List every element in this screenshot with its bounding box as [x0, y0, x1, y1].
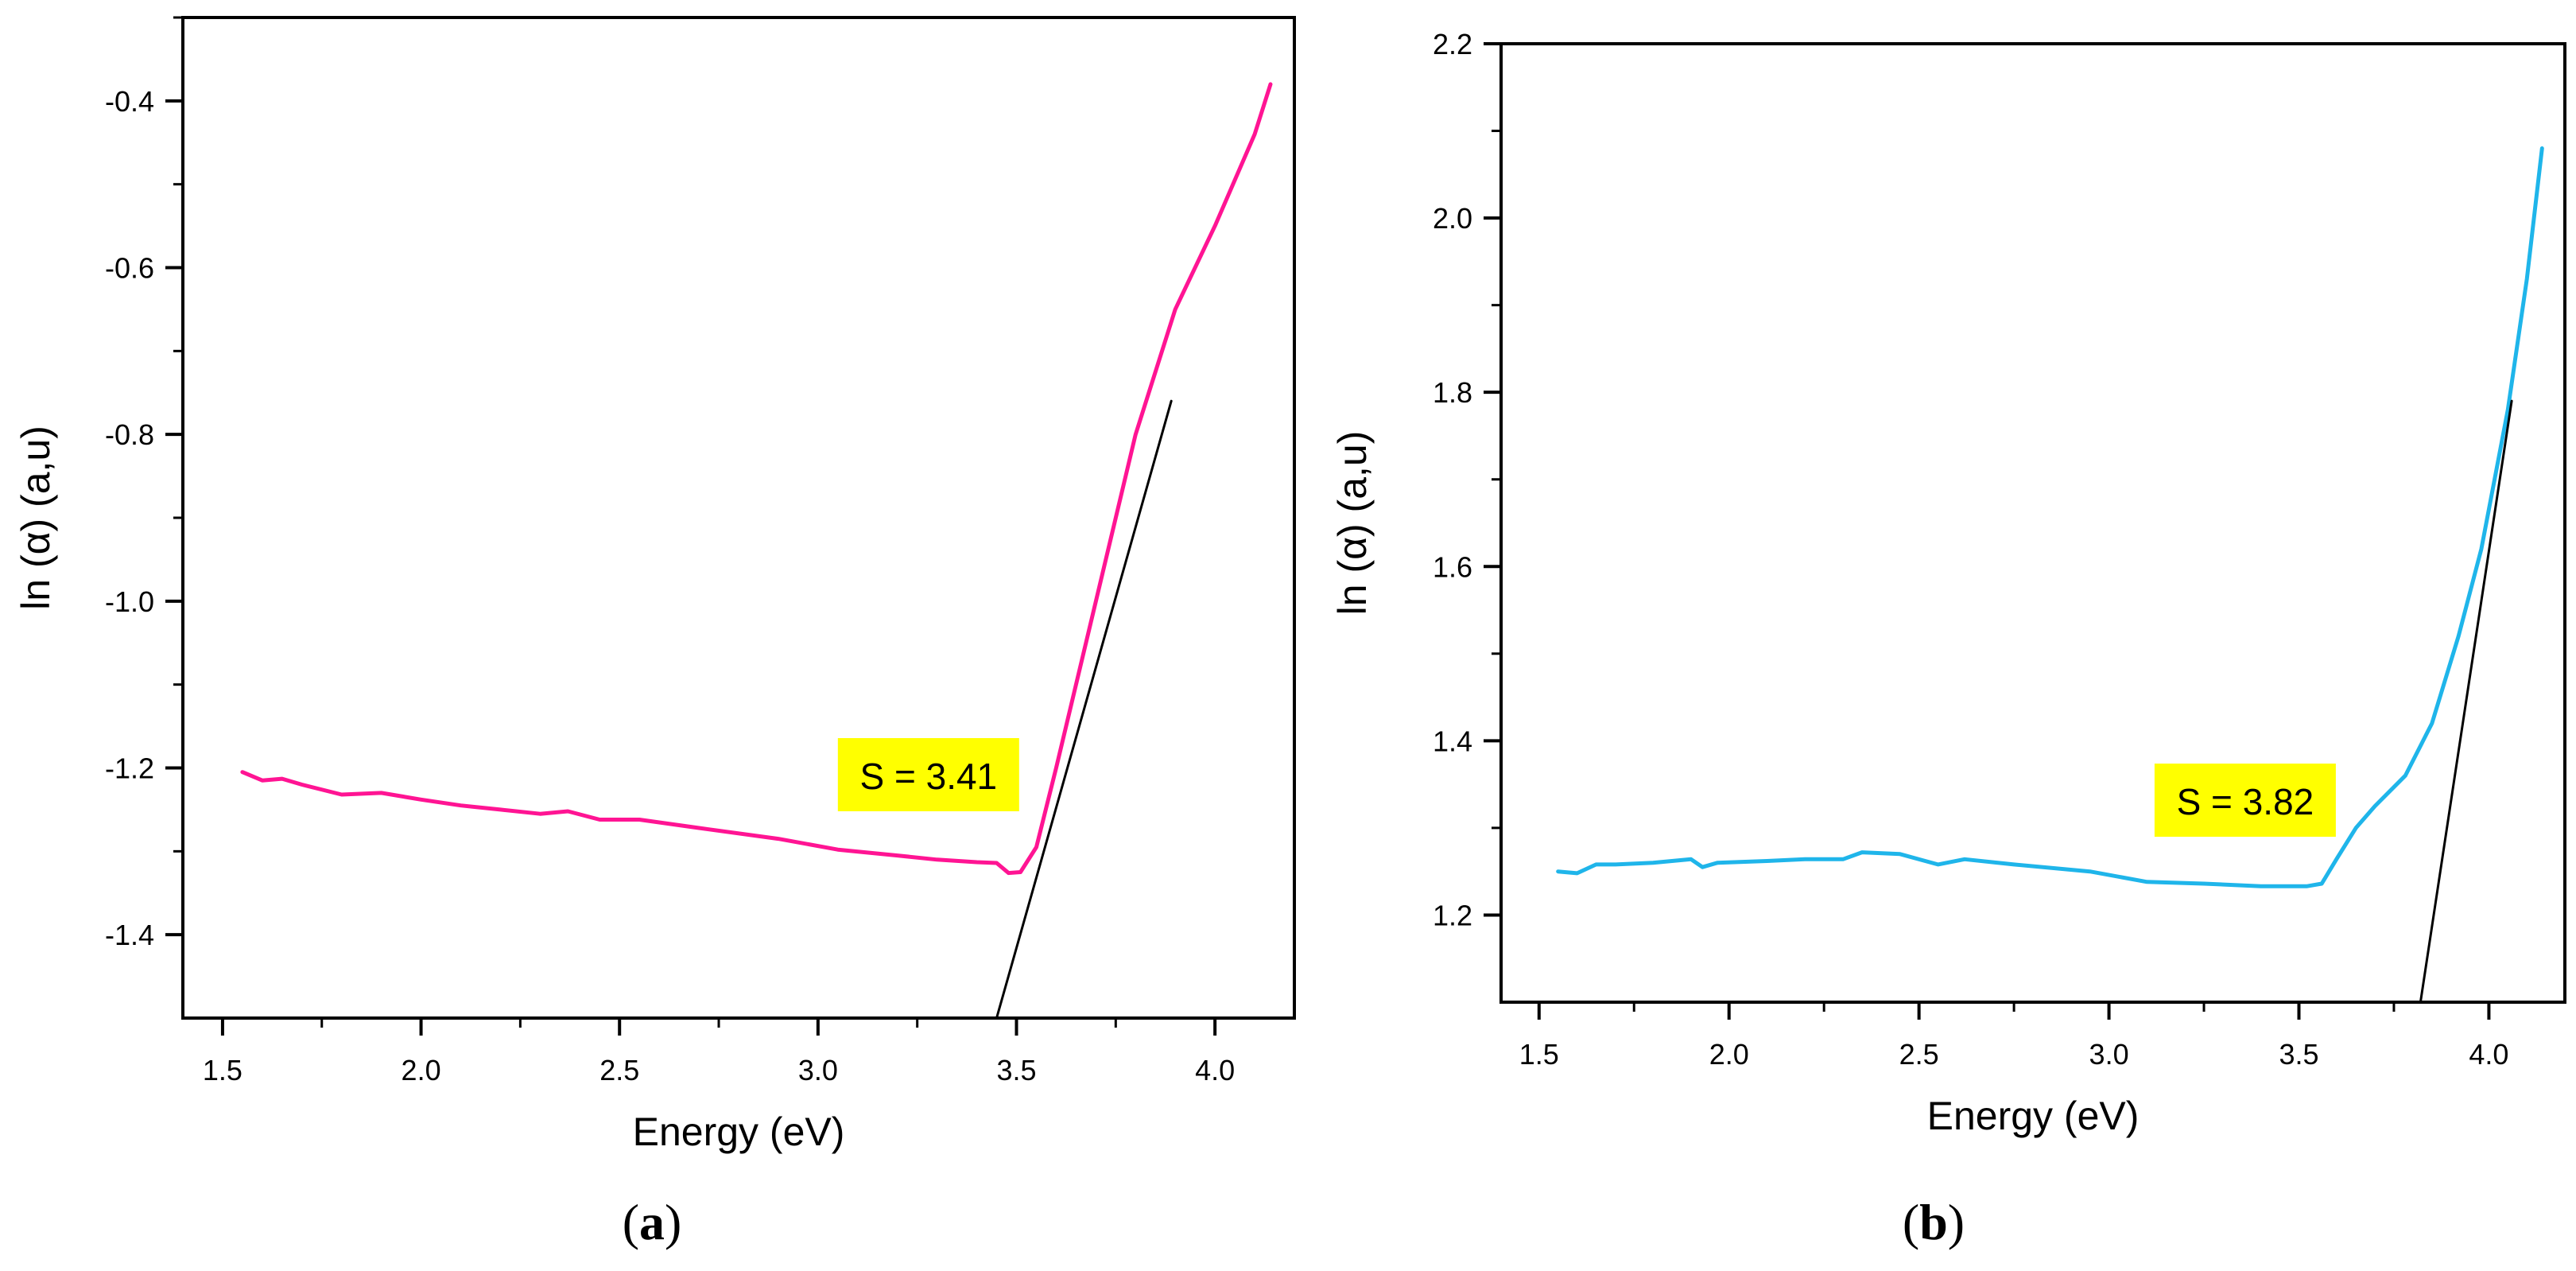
tangent-line: [2419, 399, 2513, 1004]
caption-a: (a): [622, 1194, 682, 1250]
x-tick-label: 3.0: [2089, 1038, 2129, 1071]
x-tick-label: 2.5: [599, 1054, 639, 1086]
y-tick-label: 2.2: [1433, 28, 1472, 60]
y-tick-label: -0.8: [105, 418, 154, 451]
caption-b: (b): [1902, 1194, 1965, 1250]
y-tick-label: 1.8: [1433, 376, 1472, 409]
y-tick-label: 1.2: [1433, 899, 1472, 931]
x-tick-label: 2.0: [1709, 1038, 1749, 1071]
y-tick-label: -1.4: [105, 919, 154, 951]
plot-frame: [1499, 42, 2566, 1004]
y-tick-label: -1.0: [105, 585, 154, 618]
chart-panel-b: 1.5 2.0 2.5 3.0 3.5 4.0 1.2 1.4 1.6 1.8 2.0 2.2 Ener…: [1330, 28, 2566, 1138]
x-tick-label: 1.5: [203, 1054, 242, 1086]
y-axis-label: ln (α) (a,u): [14, 426, 58, 610]
x-tick-label: 2.5: [1899, 1038, 1939, 1071]
y-tick-label: 1.4: [1433, 725, 1472, 757]
x-tick-label: 4.0: [2469, 1038, 2508, 1071]
plot-frame: [181, 16, 1296, 1020]
tangent-line: [995, 399, 1173, 1020]
x-tick-label: 3.5: [996, 1054, 1036, 1086]
y-axis-label: ln (α) (a,u): [1330, 431, 1375, 616]
x-axis-label: Energy (eV): [633, 1110, 845, 1154]
data-series-line: [1556, 146, 2544, 888]
chart-panel-a: 1.5 2.0 2.5 3.0 3.5 4.0 -1.4 -1.2 -1.0 -0.8 -0.6 -0…: [14, 16, 1296, 1154]
x-tick-label: 4.0: [1195, 1054, 1235, 1086]
x-tick-label: 1.5: [1519, 1038, 1559, 1071]
annotation-box: [2154, 764, 2336, 838]
annotation-label: S = 3.41: [860, 756, 998, 797]
y-tick-label: 1.6: [1433, 550, 1472, 583]
annotation-label: S = 3.82: [2177, 781, 2314, 822]
annotation-box: [837, 737, 1019, 811]
x-tick-label: 3.5: [2279, 1038, 2318, 1071]
y-tick-label: -1.2: [105, 752, 154, 785]
x-axis-label: Energy (eV): [1927, 1094, 2140, 1138]
y-tick-label: -0.6: [105, 252, 154, 285]
y-tick-label: 2.0: [1433, 202, 1472, 235]
x-tick-label: 3.0: [798, 1054, 838, 1086]
data-series-line: [240, 82, 1273, 876]
x-tick-label: 2.0: [402, 1054, 441, 1086]
y-tick-label: -0.4: [105, 85, 154, 118]
